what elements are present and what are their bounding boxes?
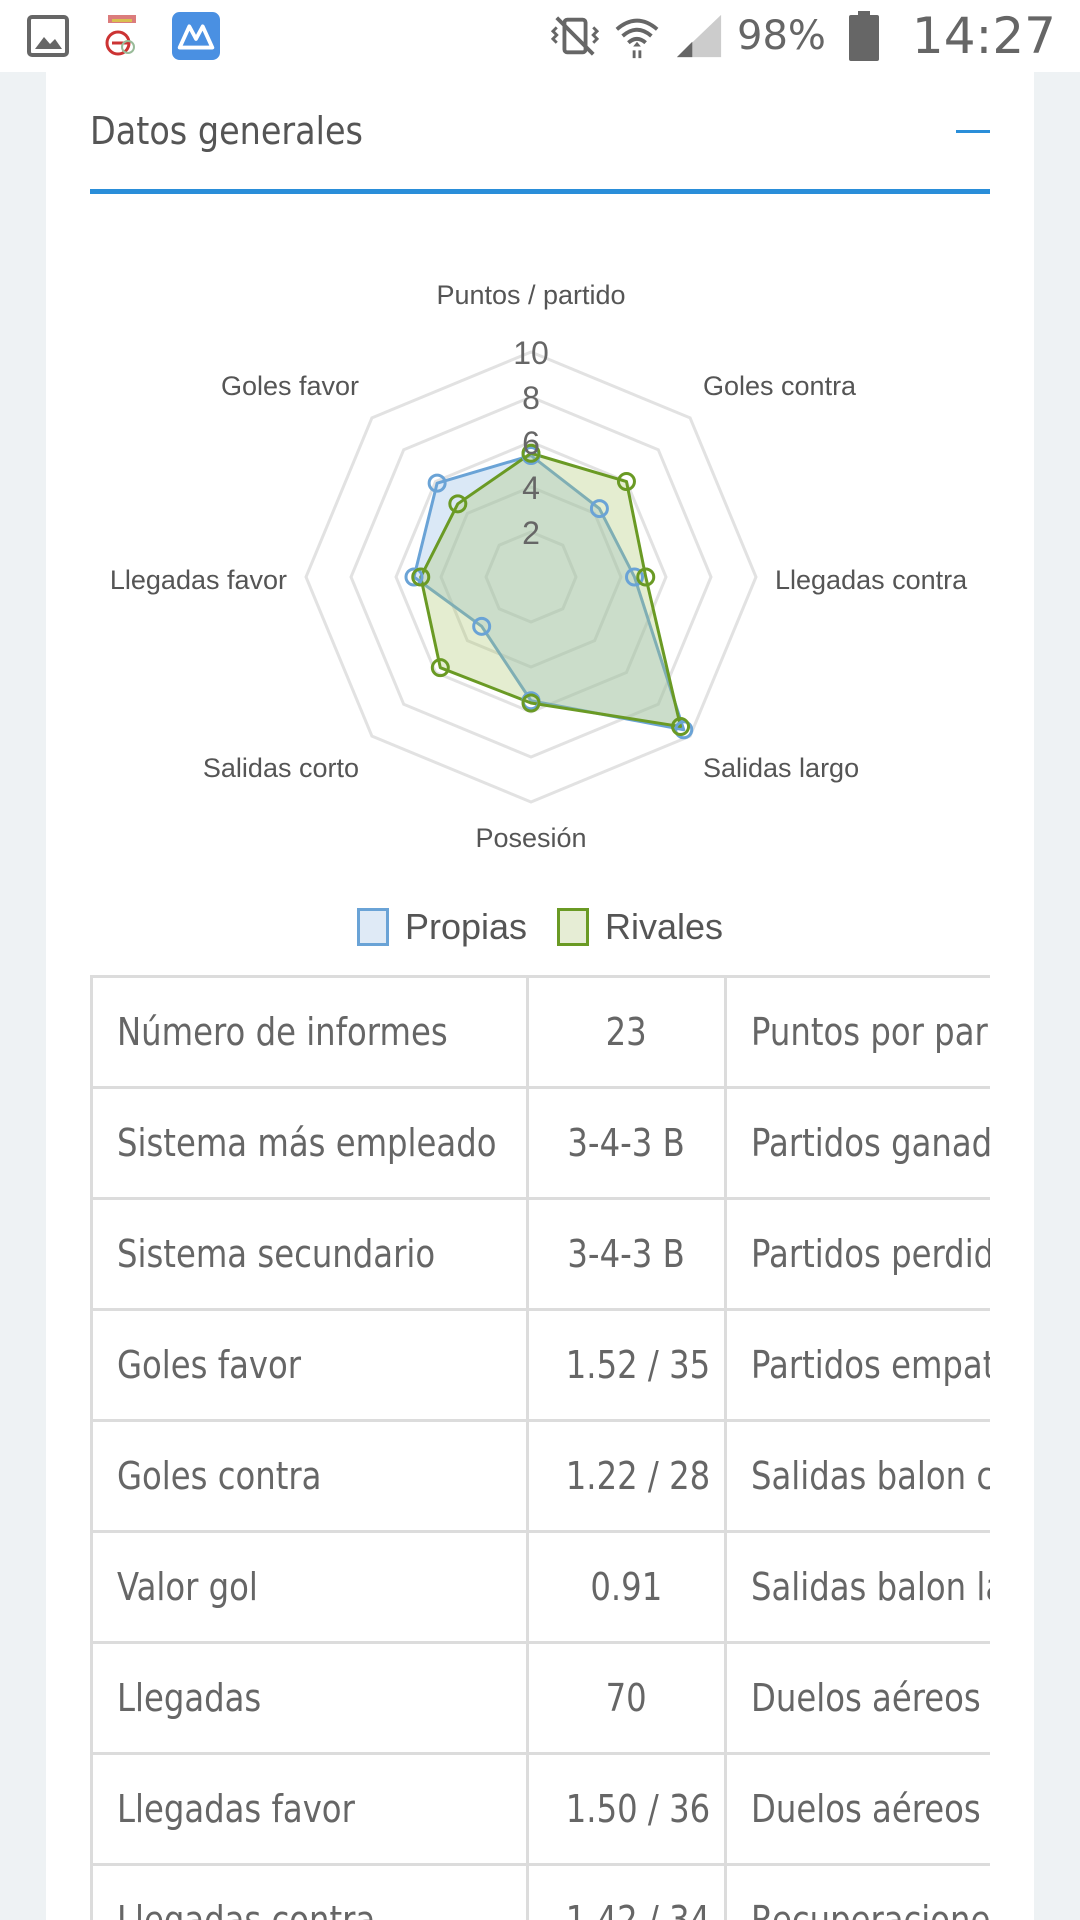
table-cell-label: Duelos aéreos <box>724 1752 990 1866</box>
radar-axis-label: Llegadas contra <box>775 565 968 595</box>
wifi-icon <box>613 12 661 60</box>
radar-axis-label: Puntos / partido <box>436 280 625 310</box>
table-cell-label: Llegadas <box>90 1641 529 1755</box>
radar-grid-ring <box>349 395 713 759</box>
table-row: Llegadas favor 1.50 / 36 Duelos aéreos <box>90 1752 990 1866</box>
table-cell-value: 1.42 / 34 <box>526 1863 727 1920</box>
table-cell-label: Goles contra <box>90 1419 529 1533</box>
table-row: Valor gol 0.91 Salidas balon la <box>90 1530 990 1644</box>
table-cell-label: Número de informes <box>90 975 529 1089</box>
table-cell-label: Recuperacione <box>724 1863 990 1920</box>
radar-point-rivales <box>636 567 656 587</box>
table-cell-value: 23 <box>526 975 727 1089</box>
radar-axis-label: Salidas corto <box>203 753 359 783</box>
radar-scale-label: 2 <box>522 515 540 551</box>
radar-scale-label: 6 <box>522 425 540 461</box>
radar-series-propias <box>412 454 686 732</box>
vibrate-mute-icon <box>551 12 599 60</box>
table-cell-label: Llegadas favor <box>90 1752 529 1866</box>
table-cell-label: Sistema más empleado <box>90 1086 529 1200</box>
radar-grid-ring <box>439 485 623 669</box>
radar-chart: 2 4 6 8 10 Puntos / partido Goles contra Llegad… <box>46 252 1034 952</box>
radar-point-rivales <box>616 472 636 492</box>
table-cell-value: 1.50 / 36 <box>526 1752 727 1866</box>
table-row: Sistema secundario 3-4-3 B Partidos perd… <box>90 1197 990 1311</box>
radar-scale-label: 10 <box>513 335 549 371</box>
radar-grid-ring <box>484 530 578 624</box>
radar-point-rivales <box>411 567 431 587</box>
table-row: Llegadas contra 1.42 / 34 Recuperacione <box>90 1863 990 1920</box>
radar-scale-label: 4 <box>522 470 540 506</box>
stats-table: Número de informes 23 Puntos por par Sis… <box>90 975 990 1920</box>
radar-point-propias <box>427 473 447 493</box>
table-cell-label: Salidas balon la <box>724 1530 990 1644</box>
table-row: Número de informes 23 Puntos por par <box>90 975 990 1089</box>
radar-point-propias <box>404 567 424 587</box>
radar-axis-label: Goles contra <box>703 371 857 401</box>
radar-point-propias <box>472 616 492 636</box>
radar-point-rivales <box>448 494 468 514</box>
table-cell-value: 70 <box>526 1641 727 1755</box>
clock: 14:27 <box>911 7 1056 65</box>
minus-icon[interactable] <box>956 130 990 133</box>
table-cell-value: 3-4-3 B <box>526 1197 727 1311</box>
gallery-icon <box>24 12 72 60</box>
radar-point-propias <box>625 567 644 587</box>
general-data-card: Datos generales 2 4 6 8 10 Puntos / partido Go… <box>46 72 1034 1920</box>
table-cell-label: Partidos ganad <box>724 1086 990 1200</box>
table-cell-label: Llegadas contra <box>90 1863 529 1920</box>
table-cell-label: Partidos perdid <box>724 1197 990 1311</box>
legend-label-rivales: Rivales <box>605 906 724 947</box>
table-cell-label: Partidos empat <box>724 1308 990 1422</box>
radar-chart-svg: 2 4 6 8 10 Puntos / partido Goles contra Llegad… <box>110 280 968 853</box>
table-cell-label: Duelos aéreos <box>724 1641 990 1755</box>
table-row: Sistema más empleado 3-4-3 B Partidos ga… <box>90 1086 990 1200</box>
radar-series-rivales <box>419 451 683 729</box>
table-cell-label: Valor gol <box>90 1530 529 1644</box>
section-header[interactable]: Datos generales <box>90 72 990 194</box>
table-row: Goles contra 1.22 / 28 Salidas balon c <box>90 1419 990 1533</box>
radar-point-rivales <box>671 717 691 737</box>
battery-percent: 98% <box>737 13 826 59</box>
radar-point-rivales <box>521 693 541 713</box>
radar-axis-label: Llegadas favor <box>110 565 287 595</box>
legend-item-propias[interactable]: Propias <box>356 906 527 948</box>
table-cell-value: 1.52 / 35 <box>526 1308 727 1422</box>
table-cell-value: 1.22 / 28 <box>526 1419 727 1533</box>
section-title: Datos generales <box>90 108 363 153</box>
legend-label-propias: Propias <box>404 906 527 947</box>
chart-legend: Propias Rivales <box>46 892 1034 962</box>
legend-item-rivales[interactable]: Rivales <box>557 906 723 948</box>
battery-icon <box>840 11 888 61</box>
radar-axis-label: Goles favor <box>221 371 359 401</box>
radar-axis-label: Posesión <box>475 823 586 853</box>
status-bar: 98% 14:27 <box>0 0 1080 72</box>
table-row: Goles favor 1.52 / 35 Partidos empat <box>90 1308 990 1422</box>
radar-point-rivales <box>521 443 541 463</box>
radar-scale-label: 8 <box>522 380 540 416</box>
table-cell-label: Puntos por par <box>724 975 990 1089</box>
table-cell-label: Goles favor <box>90 1308 529 1422</box>
table-cell-value: 0.91 <box>526 1530 727 1644</box>
signal-icon <box>675 12 723 60</box>
radar-axis-label: Salidas largo <box>703 753 859 783</box>
table-cell-label: Salidas balon c <box>724 1419 990 1533</box>
stats-table-container[interactable]: Número de informes 23 Puntos por par Sis… <box>90 975 990 1920</box>
radar-grid-ring <box>304 350 758 804</box>
radar-point-propias <box>674 720 694 740</box>
table-row: Llegadas 70 Duelos aéreos <box>90 1641 990 1755</box>
radar-point-rivales <box>430 658 450 678</box>
legend-swatch-propias <box>356 908 389 946</box>
app-logo-icon <box>98 12 146 60</box>
table-cell-value: 3-4-3 B <box>526 1086 727 1200</box>
table-cell-label: Sistema secundario <box>90 1197 529 1311</box>
radar-point-propias <box>589 499 609 519</box>
app-m-icon <box>172 12 220 60</box>
legend-swatch-rivales <box>557 908 589 946</box>
